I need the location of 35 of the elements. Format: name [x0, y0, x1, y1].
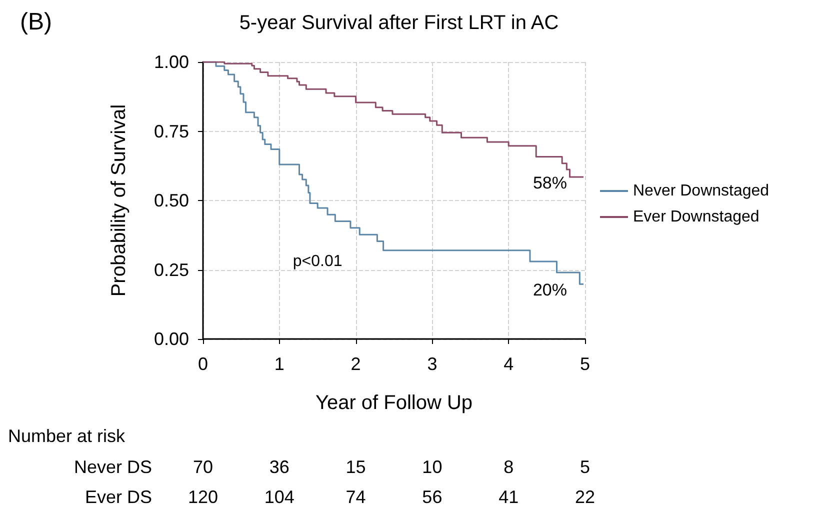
y-tick-label: 0.00	[154, 329, 189, 349]
chart-title: 5-year Survival after First LRT in AC	[239, 12, 559, 34]
annotation: 58%	[532, 173, 567, 192]
y-tick-label: 0.75	[154, 121, 189, 142]
legend-label: Never Downstaged	[633, 182, 770, 200]
text: 70	[192, 457, 214, 477]
legend-label: Ever Downstaged	[633, 208, 760, 226]
text: 10	[422, 457, 442, 477]
text: Number at risk	[8, 426, 126, 446]
annotation: 20%	[532, 280, 567, 300]
y-axis-title: Probability of Survival	[108, 104, 130, 297]
text: Ever DS	[84, 487, 152, 507]
x-tick-label: 0	[198, 354, 208, 374]
text: 15	[346, 457, 366, 477]
x-tick-label: 5	[580, 354, 590, 374]
text: Never DS	[74, 457, 152, 477]
x-axis-title: Year of Follow Up	[315, 392, 473, 414]
text: 120	[188, 487, 218, 507]
text: 8	[504, 457, 514, 477]
x-tick-label: 4	[504, 354, 514, 374]
x-tick-label: 1	[274, 354, 284, 374]
text: 56	[422, 487, 442, 507]
x-tick-label: 3	[427, 354, 438, 374]
text: 36	[269, 457, 290, 477]
annotation: p<0.01	[292, 252, 342, 270]
text: 41	[498, 487, 519, 507]
y-tick-label: 0.50	[154, 190, 189, 210]
y-tick-label: 1.00	[154, 52, 189, 72]
text: 22	[574, 487, 596, 507]
text: 74	[346, 487, 366, 507]
y-tick-label: 0.25	[154, 260, 189, 280]
text: 5	[580, 457, 590, 477]
text: 104	[264, 487, 294, 507]
x-tick-label: 2	[350, 354, 361, 374]
text: (B)	[20, 8, 52, 36]
